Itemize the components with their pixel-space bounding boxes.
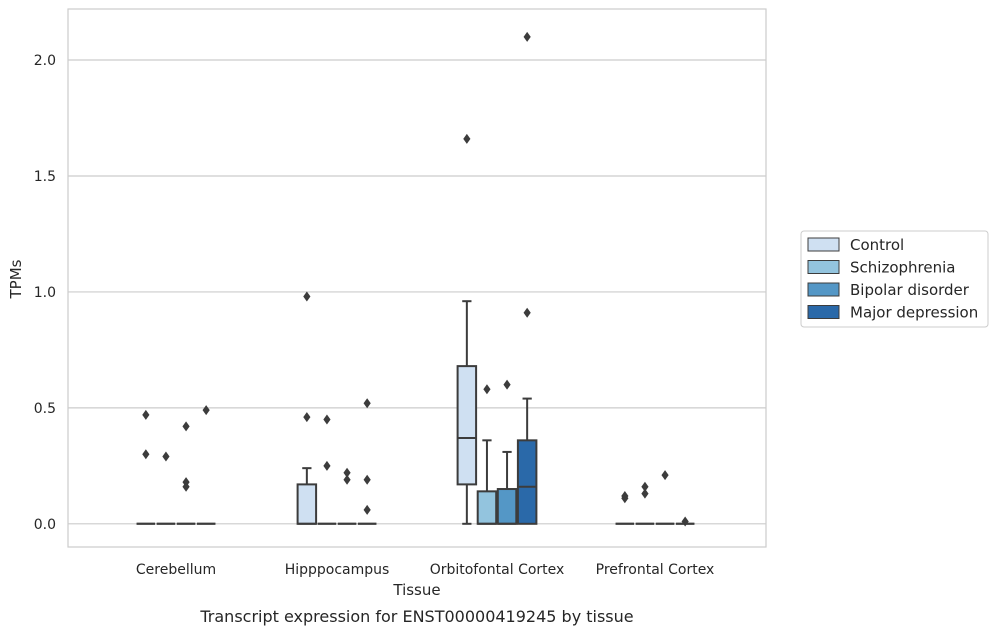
box-0-3 [196,405,216,525]
x-tick-label: Orbitofontal Cortex [430,562,565,578]
box-3-2 [655,470,675,525]
outlier-point [323,414,331,425]
y-axis-label: TPMs [7,259,25,299]
legend-item: Control [807,236,904,254]
outlier-point [681,516,689,527]
y-axis-ticks: 0.0 0.5 1.0 1.5 2.0 [34,53,56,533]
grid-lines [68,59,766,525]
box-3-3 [675,516,695,527]
legend-swatch [807,282,840,297]
y-tick-label: 1.0 [34,285,56,301]
box-body [296,483,318,525]
x-tick-label: Prefrontal Cortex [596,562,715,578]
legend-label: Schizophrenia [850,259,955,277]
legend-item: Schizophrenia [807,259,955,277]
box-0-0 [136,409,156,525]
x-axis-label: Tissue [392,581,440,599]
box-body [496,488,518,525]
legend-label: Control [850,236,904,254]
chart-caption: Transcript expression for ENST0000041924… [199,607,633,626]
box-body [516,439,538,525]
outlier-point [363,398,371,409]
box-2-0 [456,133,478,525]
outlier-point [303,412,311,423]
outlier-point [303,291,311,302]
outlier-point [621,493,629,504]
box-1-3 [357,398,377,525]
outlier-point [503,379,511,390]
outlier-point [142,409,150,420]
box-1-0 [296,291,318,525]
y-tick-label: 1.5 [34,169,56,185]
legend-label: Major depression [850,304,978,322]
box-2-3 [516,31,538,525]
y-tick-label: 0.0 [34,517,56,533]
legend-frame [800,230,989,328]
legend-item: Major depression [807,304,978,322]
outlier-point [182,481,190,492]
legend: Control Schizophrenia Bipolar disorder Majo… [800,230,989,328]
outlier-point [463,133,471,144]
outlier-point [202,405,210,416]
box-0-2 [176,421,196,525]
box-0-1 [156,451,176,525]
plot-area-frame [67,8,767,548]
box-plot-marks [136,31,695,527]
legend-item: Bipolar disorder [807,281,970,299]
outlier-point [661,470,669,481]
legend-label: Bipolar disorder [850,281,970,299]
outlier-point [641,488,649,499]
box-1-1 [317,414,337,525]
outlier-point [182,421,190,432]
box-2-1 [476,384,498,525]
legend-swatch [807,237,840,252]
outlier-point [523,307,531,318]
outlier-point [162,451,170,462]
outlier-point [363,504,371,515]
box-3-0 [615,490,635,525]
x-tick-label: Hipppocampus [285,562,390,578]
outlier-point [343,474,351,485]
outlier-point [323,460,331,471]
outlier-point [142,449,150,460]
outlier-point [523,31,531,42]
legend-swatch [807,305,840,319]
box-body [476,490,498,525]
outlier-point [641,481,649,492]
box-body [456,365,478,486]
x-axis-ticks: Cerebellum Hipppocampus Orbitofontal Corte… [136,562,714,578]
outlier-point [363,474,371,485]
box-2-2 [496,379,518,525]
y-tick-label: 2.0 [34,53,56,69]
box-3-1 [635,481,655,525]
outlier-point [343,467,351,478]
legend-swatch [807,260,840,274]
x-tick-label: Cerebellum [136,562,216,578]
box-1-2 [337,467,357,525]
y-tick-label: 0.5 [34,401,56,417]
legend-items: Control Schizophrenia Bipolar disorder Majo… [807,236,978,322]
outlier-point [483,384,491,395]
